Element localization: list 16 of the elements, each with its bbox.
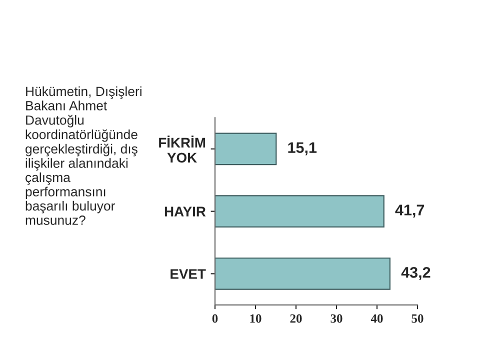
x-tick-label: 40 xyxy=(370,314,383,323)
chart-title: Hükümetin, Dışişleri Bakanı Ahmet Davutoğlu koordinatörlüğünde gerçekleştirdiği, dış ilişkiler alanındaki çalışma performansını başarılı buluyor musunuz? xyxy=(26,86,142,225)
data-label: 43,2 xyxy=(401,267,430,280)
bar xyxy=(215,258,391,290)
bar xyxy=(215,132,277,166)
data-label: 41,7 xyxy=(395,204,424,218)
y-tick-label: FİKRİM YOK xyxy=(159,136,206,163)
x-tick-label: 50 xyxy=(412,314,424,323)
x-tick-label: 30 xyxy=(330,314,342,323)
x-tick-label: 20 xyxy=(290,314,302,323)
x-tick-label: 10 xyxy=(250,314,262,323)
bar xyxy=(215,195,384,228)
data-label: 15,1 xyxy=(288,142,317,156)
x-tick-label: 0 xyxy=(212,314,218,323)
y-tick-label: HAYIR xyxy=(164,206,206,216)
y-tick-label: EVET xyxy=(170,269,206,279)
